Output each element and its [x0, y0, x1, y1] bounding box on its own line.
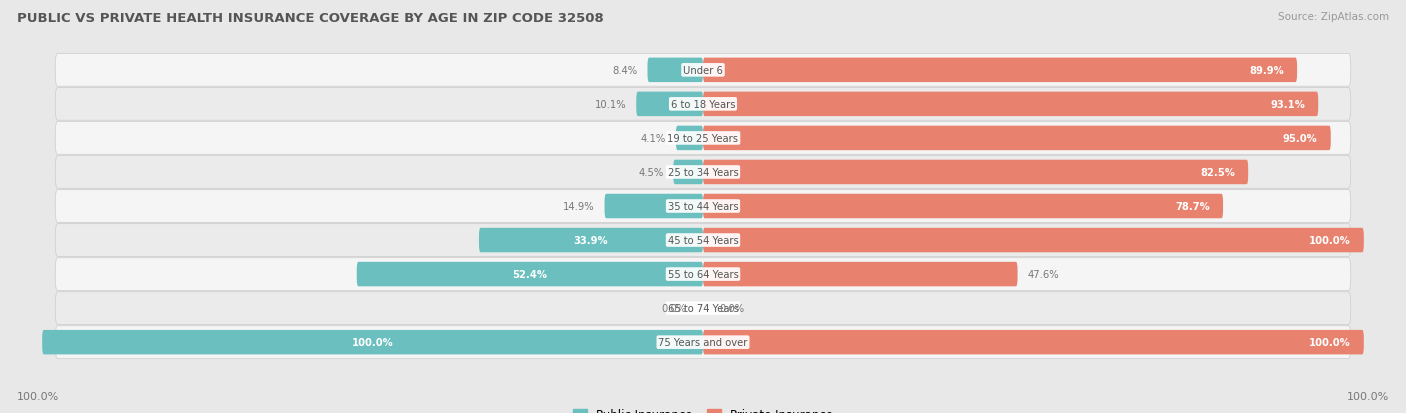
- Text: 93.1%: 93.1%: [1270, 100, 1305, 109]
- Text: 100.0%: 100.0%: [1309, 235, 1351, 245]
- FancyBboxPatch shape: [55, 122, 1351, 155]
- FancyBboxPatch shape: [703, 330, 1364, 354]
- FancyBboxPatch shape: [55, 326, 1351, 358]
- FancyBboxPatch shape: [703, 262, 1018, 287]
- Text: 65 to 74 Years: 65 to 74 Years: [668, 304, 738, 313]
- Text: 47.6%: 47.6%: [1028, 269, 1059, 280]
- Text: 6 to 18 Years: 6 to 18 Years: [671, 100, 735, 109]
- Text: 8.4%: 8.4%: [613, 66, 637, 76]
- Text: 0.0%: 0.0%: [661, 304, 686, 313]
- FancyBboxPatch shape: [55, 88, 1351, 121]
- FancyBboxPatch shape: [357, 262, 703, 287]
- Text: 33.9%: 33.9%: [574, 235, 609, 245]
- Text: 75 Years and over: 75 Years and over: [658, 337, 748, 347]
- Legend: Public Insurance, Private Insurance: Public Insurance, Private Insurance: [572, 408, 834, 413]
- Text: 35 to 44 Years: 35 to 44 Years: [668, 202, 738, 211]
- Text: 4.1%: 4.1%: [641, 133, 666, 144]
- FancyBboxPatch shape: [55, 190, 1351, 223]
- FancyBboxPatch shape: [55, 55, 1351, 87]
- Text: 100.0%: 100.0%: [1309, 337, 1351, 347]
- FancyBboxPatch shape: [703, 228, 1364, 253]
- FancyBboxPatch shape: [55, 258, 1351, 291]
- Text: Under 6: Under 6: [683, 66, 723, 76]
- Text: 10.1%: 10.1%: [595, 100, 626, 109]
- FancyBboxPatch shape: [55, 224, 1351, 257]
- Text: 100.0%: 100.0%: [1347, 391, 1389, 401]
- FancyBboxPatch shape: [703, 93, 1319, 117]
- Text: 4.5%: 4.5%: [638, 168, 664, 178]
- Text: 25 to 34 Years: 25 to 34 Years: [668, 168, 738, 178]
- Text: 14.9%: 14.9%: [562, 202, 595, 211]
- Text: 82.5%: 82.5%: [1201, 168, 1234, 178]
- Text: 19 to 25 Years: 19 to 25 Years: [668, 133, 738, 144]
- FancyBboxPatch shape: [703, 59, 1298, 83]
- Text: 100.0%: 100.0%: [352, 337, 394, 347]
- Text: 78.7%: 78.7%: [1175, 202, 1209, 211]
- FancyBboxPatch shape: [637, 93, 703, 117]
- FancyBboxPatch shape: [55, 292, 1351, 325]
- FancyBboxPatch shape: [703, 194, 1223, 219]
- Text: 0.0%: 0.0%: [720, 304, 745, 313]
- FancyBboxPatch shape: [42, 330, 703, 354]
- Text: PUBLIC VS PRIVATE HEALTH INSURANCE COVERAGE BY AGE IN ZIP CODE 32508: PUBLIC VS PRIVATE HEALTH INSURANCE COVER…: [17, 12, 603, 25]
- FancyBboxPatch shape: [605, 194, 703, 219]
- Text: 89.9%: 89.9%: [1249, 66, 1284, 76]
- Text: 52.4%: 52.4%: [512, 269, 547, 280]
- FancyBboxPatch shape: [648, 59, 703, 83]
- Text: 100.0%: 100.0%: [17, 391, 59, 401]
- Text: Source: ZipAtlas.com: Source: ZipAtlas.com: [1278, 12, 1389, 22]
- Text: 45 to 54 Years: 45 to 54 Years: [668, 235, 738, 245]
- FancyBboxPatch shape: [673, 160, 703, 185]
- FancyBboxPatch shape: [676, 126, 703, 151]
- FancyBboxPatch shape: [55, 156, 1351, 189]
- FancyBboxPatch shape: [703, 126, 1330, 151]
- FancyBboxPatch shape: [479, 228, 703, 253]
- FancyBboxPatch shape: [703, 160, 1249, 185]
- Text: 55 to 64 Years: 55 to 64 Years: [668, 269, 738, 280]
- Text: 95.0%: 95.0%: [1282, 133, 1317, 144]
